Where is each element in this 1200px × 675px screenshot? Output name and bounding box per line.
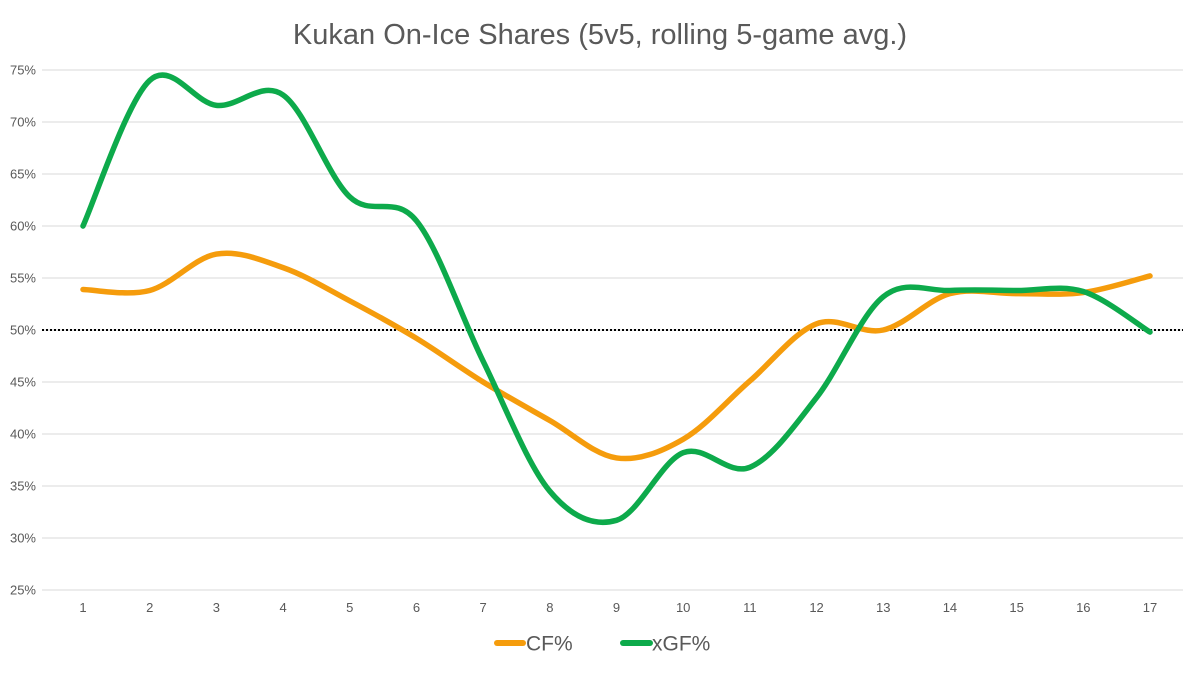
x-tick-label: 3 [213,600,220,615]
series-line-cfpct [80,250,1153,462]
x-tick-label: 8 [546,600,553,615]
x-tick-label: 6 [413,600,420,615]
y-axis-ticks: 25% 30% 35% 40% 45% 50% 55% 60% 65% 70% 75% [10,63,36,598]
y-tick-label: 75% [10,63,36,78]
x-tick-label: 12 [809,600,823,615]
x-tick-label: 15 [1009,600,1023,615]
legend-label: CF% [526,633,573,656]
x-tick-label: 17 [1143,600,1157,615]
y-tick-label: 50% [10,323,36,338]
legend: CF% xGF% [494,633,710,656]
x-tick-label: 13 [876,600,890,615]
x-tick-label: 7 [480,600,487,615]
x-axis-ticks: 1 2 3 4 5 6 7 8 9 10 11 12 13 14 15 16 17 [79,600,1157,615]
series-lines [80,72,1153,526]
gridlines [42,69,1183,591]
x-tick-label: 16 [1076,600,1090,615]
x-tick-label: 10 [676,600,690,615]
chart-title: Kukan On-Ice Shares (5v5, rolling 5-game… [293,19,907,51]
x-tick-label: 2 [146,600,153,615]
y-tick-label: 70% [10,115,36,130]
x-tick-label: 1 [79,600,86,615]
y-tick-label: 25% [10,583,36,598]
legend-label: xGF% [652,633,710,656]
series-line-xgfpct [80,72,1153,526]
x-tick-label: 14 [943,600,957,615]
x-tick-label: 11 [743,600,757,615]
x-tick-label: 9 [613,600,620,615]
y-tick-label: 55% [10,271,36,286]
y-tick-label: 60% [10,219,36,234]
y-tick-label: 30% [10,531,36,546]
y-tick-label: 35% [10,479,36,494]
y-tick-label: 65% [10,167,36,182]
y-tick-label: 45% [10,375,36,390]
y-tick-label: 40% [10,427,36,442]
x-tick-label: 5 [346,600,353,615]
x-tick-label: 4 [279,600,286,615]
